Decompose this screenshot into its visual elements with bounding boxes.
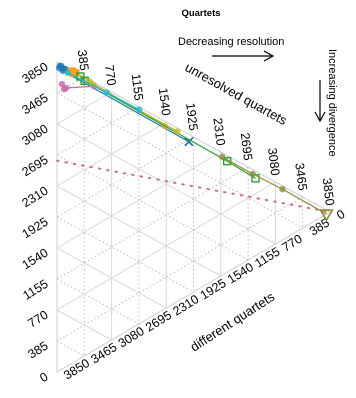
data-point xyxy=(279,185,286,193)
axis-titles: unresolved quartets different quartets xyxy=(183,60,291,355)
data-series xyxy=(55,62,334,222)
data-point xyxy=(184,137,194,147)
data-point xyxy=(59,67,66,74)
right-tick-label: 2695 xyxy=(143,308,174,335)
left-tick-label: 1925 xyxy=(20,215,51,242)
top-tick-label: 385 xyxy=(75,49,91,71)
reference-line xyxy=(56,159,331,213)
grid-line-different xyxy=(56,216,194,293)
series-6-line xyxy=(221,156,327,215)
right-tick-label: 385 xyxy=(307,216,332,239)
right-annotation: Increasing divergence xyxy=(314,49,338,157)
left-tick-label: 3850 xyxy=(20,60,51,87)
left-tick-label: 770 xyxy=(25,308,50,331)
grid-line-different xyxy=(56,92,303,229)
left-tick-label: 1155 xyxy=(20,277,50,303)
top-tick-label: 1155 xyxy=(129,73,146,101)
left-tick-label: 385 xyxy=(25,339,50,362)
right-annotation-text: Increasing divergence xyxy=(326,49,338,157)
grid-line-third xyxy=(56,166,249,280)
top-annotation: Decreasing resolution xyxy=(178,36,284,62)
top-tick-label: 3850 xyxy=(320,177,337,206)
series-5 xyxy=(64,69,143,113)
right-tick-label: 1925 xyxy=(198,276,229,303)
grid-line-third xyxy=(56,91,112,125)
left-tick-label: 0 xyxy=(37,370,50,386)
grid-line-different xyxy=(56,309,112,341)
data-point xyxy=(136,106,143,113)
right-tick-label: 3465 xyxy=(88,340,119,367)
series-2-line xyxy=(79,76,256,179)
right-tick-label: 3080 xyxy=(116,324,147,351)
right-tick-label: 1540 xyxy=(225,260,256,287)
data-point xyxy=(249,170,256,178)
grid-line-different xyxy=(56,340,85,357)
left-tick-label: 3080 xyxy=(20,122,51,149)
top-tick-label: 1925 xyxy=(183,102,200,131)
right-tick-label: 3850 xyxy=(61,356,92,383)
right-tick-label: 1155 xyxy=(252,244,282,270)
right-tick-label: 0 xyxy=(334,207,347,223)
grid-line-third xyxy=(56,151,222,249)
ternary-frame xyxy=(56,61,332,373)
data-point xyxy=(63,84,70,92)
data-point xyxy=(71,68,80,77)
data-point xyxy=(174,128,181,135)
triangle-outline xyxy=(56,61,332,373)
data-point xyxy=(103,89,110,96)
right-annotation-arrow-head xyxy=(314,111,326,123)
right-tick-label: 2310 xyxy=(170,292,201,319)
series-0 xyxy=(55,62,194,147)
left-tick-label: 2695 xyxy=(20,153,51,180)
grid-line-different xyxy=(56,154,249,261)
top-tick-label: 3465 xyxy=(292,162,309,191)
series-5-line xyxy=(67,72,140,111)
top-annotation-text: Decreasing resolution xyxy=(178,36,284,48)
grid-line-third xyxy=(56,196,303,342)
right-tick-label: 770 xyxy=(280,232,305,255)
data-point xyxy=(64,69,71,76)
top-tick-label: 3080 xyxy=(265,147,282,176)
left-tick-label: 3465 xyxy=(20,91,51,118)
top-tick-label: 2310 xyxy=(210,117,227,146)
grid-line-different xyxy=(56,247,167,309)
right-axis-title: different quartets xyxy=(187,289,277,355)
left-tick-label: 1540 xyxy=(20,246,51,273)
data-point xyxy=(219,153,226,161)
grid-line-third xyxy=(56,121,167,187)
top-annotation-arrow-head xyxy=(263,50,275,62)
data-point xyxy=(319,209,334,222)
reference-dotted-line xyxy=(56,159,331,213)
chart-title: Quartets xyxy=(181,8,220,19)
top-tick-label: 2695 xyxy=(238,132,255,161)
data-point xyxy=(76,72,85,81)
series-6 xyxy=(219,153,334,222)
data-point xyxy=(58,80,66,88)
ternary-grid xyxy=(56,76,304,357)
top-tick-label: 770 xyxy=(102,64,118,86)
left-tick-label: 2310 xyxy=(20,184,51,211)
top-tick-label: 1540 xyxy=(156,87,173,116)
grid-line-third xyxy=(56,136,194,218)
